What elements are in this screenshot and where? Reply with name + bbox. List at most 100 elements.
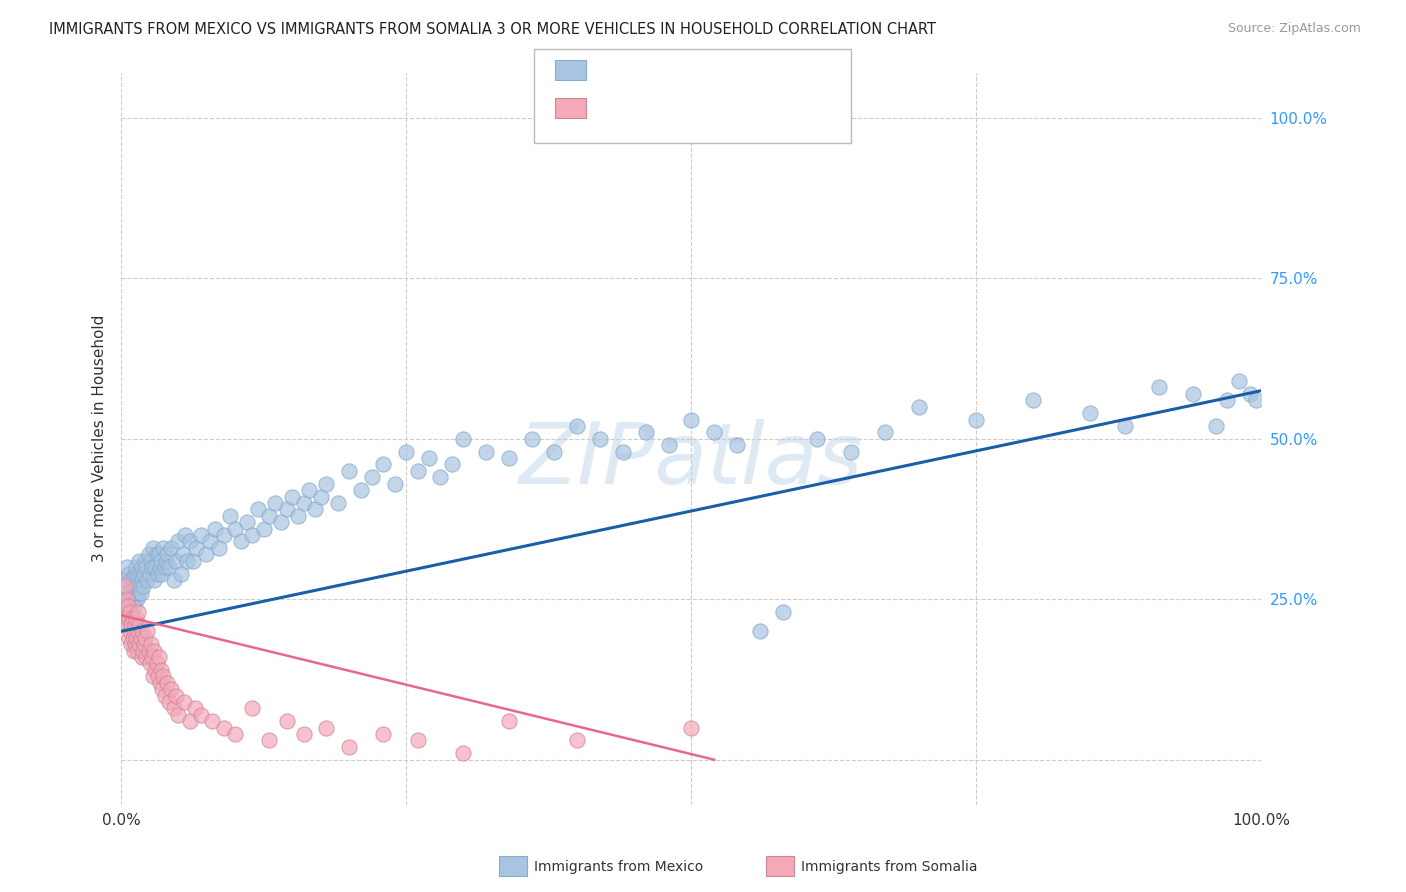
Point [1239,387,1261,401]
Point [141,650,163,665]
Point [451,432,474,446]
Text: 0.539: 0.539 [640,61,695,78]
Point [235,515,257,529]
Point [121,618,143,632]
Point [429,470,451,484]
Point [143,573,166,587]
Point [281,490,304,504]
Point [167,534,190,549]
Point [806,432,828,446]
Point [167,707,190,722]
Point [121,611,143,625]
Point [156,675,179,690]
Point [315,476,337,491]
Point [132,579,155,593]
Point [150,682,173,697]
Point [240,528,263,542]
Point [149,560,172,574]
Point [224,522,246,536]
Point [118,631,141,645]
Point [176,554,198,568]
Point [1227,374,1250,388]
Point [657,438,679,452]
Point [121,592,143,607]
Point [172,547,194,561]
Point [498,714,520,728]
Point [131,650,153,665]
Point [124,618,146,632]
Point [121,586,143,600]
Point [748,624,770,639]
Point [150,663,173,677]
Point [337,464,360,478]
Point [212,528,235,542]
Point [965,412,987,426]
Point [124,637,146,651]
Text: -0.384: -0.384 [640,98,702,116]
Point [179,534,201,549]
Point [725,438,748,452]
Point [163,573,186,587]
Point [129,631,152,645]
Point [127,592,149,607]
Point [153,560,176,574]
Point [128,637,150,651]
Point [131,624,153,639]
Point [451,746,474,760]
Point [326,496,349,510]
Text: 73: 73 [727,98,751,116]
Text: N =: N = [692,61,731,78]
Point [406,464,429,478]
Point [181,554,204,568]
Point [118,566,141,581]
Point [520,432,543,446]
Point [681,721,703,735]
Point [128,618,150,632]
Point [1244,393,1267,408]
Point [120,599,142,613]
Point [136,573,159,587]
Point [114,599,136,613]
Point [198,534,221,549]
Point [112,599,135,613]
Point [138,643,160,657]
Point [163,701,186,715]
Point [121,637,143,651]
Text: N =: N = [692,98,731,116]
Point [1181,387,1204,401]
Point [1216,393,1239,408]
Point [157,695,180,709]
Point [259,733,281,747]
Point [150,554,173,568]
Point [229,534,252,549]
Point [373,727,395,741]
Point [224,727,246,741]
Point [135,650,157,665]
Point [124,566,146,581]
Point [875,425,897,440]
Point [127,643,149,657]
Point [136,624,159,639]
Point [117,586,139,600]
Point [118,592,141,607]
Point [276,502,298,516]
Point [350,483,373,497]
Point [384,476,406,491]
Point [204,522,226,536]
Point [150,566,173,581]
Point [292,496,315,510]
Point [127,605,149,619]
Point [772,605,794,619]
Point [612,444,634,458]
Point [120,624,142,639]
Point [114,579,136,593]
Point [1022,393,1045,408]
Point [118,611,141,625]
Point [129,566,152,581]
Point [1080,406,1102,420]
Point [498,451,520,466]
Point [153,689,176,703]
Point [129,586,152,600]
Point [117,599,139,613]
Text: IMMIGRANTS FROM MEXICO VS IMMIGRANTS FROM SOMALIA 3 OR MORE VEHICLES IN HOUSEHOL: IMMIGRANTS FROM MEXICO VS IMMIGRANTS FRO… [49,22,936,37]
